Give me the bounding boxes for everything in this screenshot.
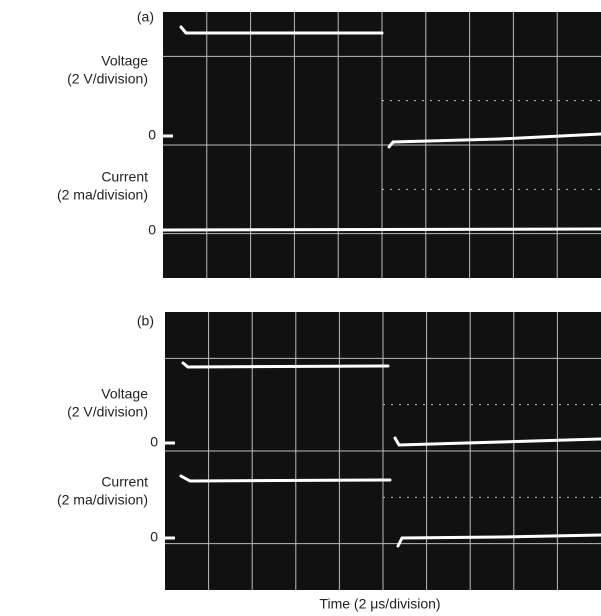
current-label: Current <box>101 474 148 490</box>
voltage-scale: (2 V/division) <box>67 404 148 420</box>
zero-label: 0 <box>150 434 158 450</box>
panel-tag: (b) <box>137 313 154 329</box>
zero-label: 0 <box>150 529 158 545</box>
voltage-label: Voltage <box>101 53 148 69</box>
voltage-label: Voltage <box>101 386 148 402</box>
zero-label: 0 <box>148 222 156 238</box>
current-trace <box>165 229 601 230</box>
x-axis-label: Time (2 μs/division) <box>319 596 440 612</box>
current-scale: (2 ma/division) <box>57 187 148 203</box>
current-label: Current <box>101 169 148 185</box>
zero-label: 0 <box>148 127 156 143</box>
figure: (a) Voltage (2 V/division) 0 Current (2 … <box>0 0 601 616</box>
voltage-scale: (2 V/division) <box>67 71 148 87</box>
panel-tag: (a) <box>137 9 154 25</box>
current-scale: (2 ma/division) <box>57 492 148 508</box>
